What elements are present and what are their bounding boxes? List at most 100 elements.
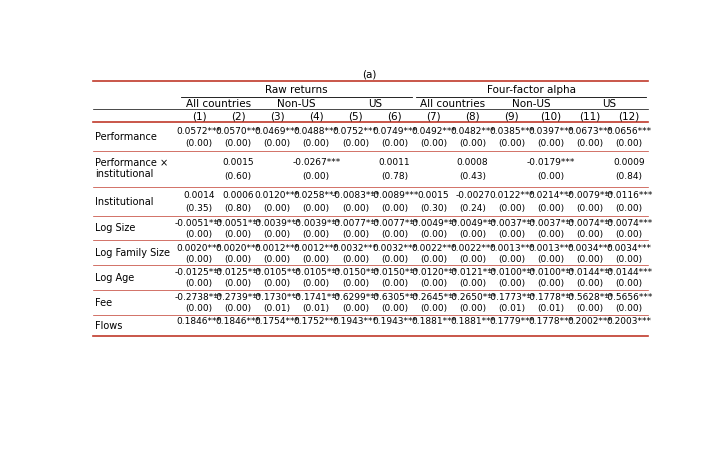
Text: -0.0267***: -0.0267*** [292,158,340,167]
Text: -0.0116***: -0.0116*** [605,191,653,201]
Text: 0.0482***: 0.0482*** [450,127,495,136]
Text: (a): (a) [363,69,376,80]
Text: (0.00): (0.00) [264,204,291,213]
Text: (0.00): (0.00) [537,172,565,181]
Text: Flows: Flows [95,321,123,331]
Text: (0.84): (0.84) [615,172,642,181]
Text: (0.00): (0.00) [264,255,291,264]
Text: -0.0144***: -0.0144*** [605,268,653,277]
Text: -0.0144***: -0.0144*** [566,268,614,277]
Text: (12): (12) [618,111,640,121]
Text: 0.0013***: 0.0013*** [528,244,573,253]
Text: (0.00): (0.00) [420,279,447,288]
Text: (0.30): (0.30) [420,204,447,213]
Text: (4): (4) [309,111,324,121]
Text: (0.00): (0.00) [576,304,603,313]
Text: 0.0020***: 0.0020*** [216,244,260,253]
Text: (0.00): (0.00) [537,279,565,288]
Text: 0.0015: 0.0015 [417,191,449,201]
Text: -0.0027: -0.0027 [455,191,490,201]
Text: (0.00): (0.00) [615,139,642,148]
Text: -0.5628***: -0.5628*** [565,293,614,302]
Text: (0.00): (0.00) [459,279,486,288]
Text: 0.1943***: 0.1943*** [372,317,417,326]
Text: (0.00): (0.00) [381,255,408,264]
Text: -0.0079***: -0.0079*** [565,191,614,201]
Text: (0.00): (0.00) [459,230,486,239]
Text: -0.0150***: -0.0150*** [370,268,419,277]
Text: -0.0089***: -0.0089*** [370,191,419,201]
Text: Four-factor alpha: Four-factor alpha [487,85,575,95]
Text: 0.0015: 0.0015 [222,158,254,167]
Text: (0.00): (0.00) [498,230,525,239]
Text: 0.2002***: 0.2002*** [567,317,612,326]
Text: -0.0121***: -0.0121*** [448,268,497,277]
Text: (8): (8) [465,111,480,121]
Text: (0.00): (0.00) [615,304,642,313]
Text: 0.0034***: 0.0034*** [606,244,651,253]
Text: 0.0012***: 0.0012*** [255,244,300,253]
Text: (0.00): (0.00) [576,279,603,288]
Text: (0.00): (0.00) [342,139,369,148]
Text: (0.00): (0.00) [264,139,291,148]
Text: (0.00): (0.00) [498,204,525,213]
Text: 0.0214***: 0.0214*** [528,191,573,201]
Text: (0.00): (0.00) [342,255,369,264]
Text: 0.0032***: 0.0032*** [333,244,378,253]
Text: All countries: All countries [420,99,485,109]
Text: -0.0049***: -0.0049*** [448,219,497,228]
Text: US: US [602,99,616,109]
Text: 0.1778***: 0.1778*** [528,317,573,326]
Text: -0.0049***: -0.0049*** [410,219,458,228]
Text: -0.0037***: -0.0037*** [526,219,575,228]
Text: 0.0120***: 0.0120*** [255,191,300,201]
Text: 0.0572***: 0.0572*** [177,127,221,136]
Text: 0.1881***: 0.1881*** [450,317,495,326]
Text: (0.00): (0.00) [185,139,213,148]
Text: (0.00): (0.00) [576,255,603,264]
Text: 0.2003***: 0.2003*** [606,317,651,326]
Text: (0.00): (0.00) [615,230,642,239]
Text: (10): (10) [540,111,561,121]
Text: (0.00): (0.00) [342,230,369,239]
Text: -0.0100***: -0.0100*** [526,268,575,277]
Text: 0.0022***: 0.0022*** [411,244,456,253]
Text: (0.43): (0.43) [459,172,486,181]
Text: -0.0179***: -0.0179*** [526,158,575,167]
Text: -0.0074***: -0.0074*** [565,219,614,228]
Text: (0.00): (0.00) [498,279,525,288]
Text: -0.2738***: -0.2738*** [175,293,224,302]
Text: (0.00): (0.00) [185,230,213,239]
Text: Fee: Fee [95,298,112,308]
Text: 0.0258***: 0.0258*** [293,191,339,201]
Text: (0.00): (0.00) [420,304,447,313]
Text: -0.0039***: -0.0039*** [253,219,301,228]
Text: (0.00): (0.00) [576,204,603,213]
Text: 0.0022***: 0.0022*** [450,244,495,253]
Text: (0.00): (0.00) [224,304,252,313]
Text: 0.0014: 0.0014 [183,191,215,201]
Text: (0.00): (0.00) [381,304,408,313]
Text: (0.00): (0.00) [576,230,603,239]
Text: -0.0125***: -0.0125*** [175,268,224,277]
Text: 0.0570***: 0.0570*** [216,127,261,136]
Text: (0.00): (0.00) [498,139,525,148]
Text: (0.00): (0.00) [537,139,565,148]
Text: Non-US: Non-US [278,99,316,109]
Text: -0.0051***: -0.0051*** [175,219,224,228]
Text: -0.0037***: -0.0037*** [487,219,536,228]
Text: US: US [368,99,382,109]
Text: 0.1881***: 0.1881*** [411,317,456,326]
Text: Non-US: Non-US [512,99,550,109]
Text: (0.00): (0.00) [420,139,447,148]
Text: -0.0077***: -0.0077*** [370,219,419,228]
Text: institutional: institutional [95,169,154,179]
Text: (0.00): (0.00) [537,230,565,239]
Text: (3): (3) [270,111,285,121]
Text: -0.1730***: -0.1730*** [253,293,301,302]
Text: -0.0105***: -0.0105*** [253,268,301,277]
Text: -0.0105***: -0.0105*** [292,268,340,277]
Text: (0.00): (0.00) [185,279,213,288]
Text: 0.0469***: 0.0469*** [255,127,300,136]
Text: 0.0008: 0.0008 [456,158,488,167]
